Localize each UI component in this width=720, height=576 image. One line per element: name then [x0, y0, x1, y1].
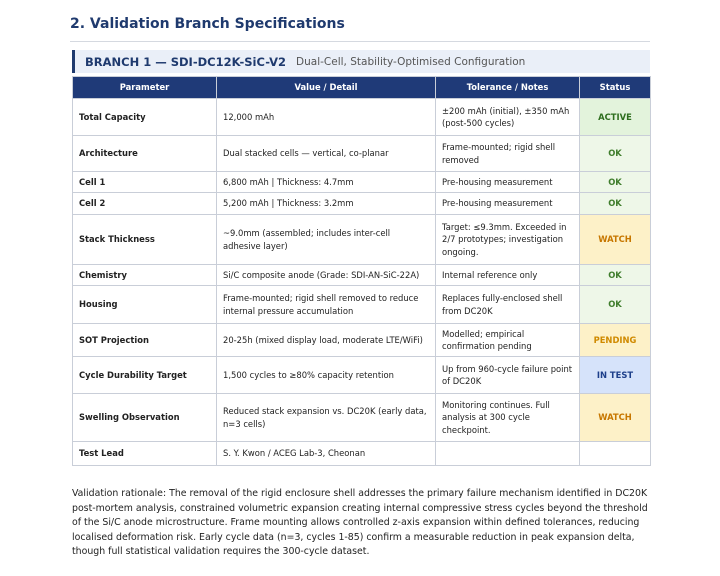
table-row: SOT Projection 20-25h (mixed display load…: [72, 323, 651, 357]
table-row: Architecture Dual stacked cells — vertica…: [72, 135, 651, 172]
notes-cell: Up from 960-cycle failure point of DC20K: [435, 356, 580, 394]
status-cell: OK: [579, 135, 651, 172]
parameter-cell: Cell 2: [72, 192, 217, 215]
status-cell: PENDING: [579, 323, 651, 357]
parameter-cell: Swelling Observation: [72, 393, 217, 442]
notes-cell: Pre-housing measurement: [435, 192, 580, 215]
parameter-cell: Cycle Durability Target: [72, 356, 217, 394]
parameter-cell: Stack Thickness: [72, 214, 217, 265]
parameter-cell: Cell 1: [72, 171, 217, 193]
status-cell: ACTIVE: [579, 98, 651, 136]
notes-cell: [435, 441, 580, 466]
parameter-cell: Housing: [72, 285, 217, 324]
parameter-cell: Test Lead: [72, 441, 217, 466]
notes-cell: Monitoring continues. Full analysis at 3…: [435, 393, 580, 442]
value-cell: 20-25h (mixed display load, moderate LTE…: [216, 323, 436, 357]
header-row: Parameter Value / Detail Tolerance / Notes…: [72, 76, 651, 99]
value-cell: ~9.0mm (assembled; includes inter-cell a…: [216, 214, 436, 265]
value-cell: Reduced stack expansion vs. DC20K (early…: [216, 393, 436, 442]
status-cell: IN TEST: [579, 356, 651, 394]
notes-cell: Target: ≤9.3mm. Exceeded in 2/7 prototyp…: [435, 214, 580, 265]
title-rule: [70, 41, 650, 42]
parameter-cell: SOT Projection: [72, 323, 217, 357]
notes-cell: Replaces fully-enclosed shell from DC20K: [435, 285, 580, 324]
notes-cell: Modelled; empirical confirmation pending: [435, 323, 580, 357]
table-row: Stack Thickness ~9.0mm (assembled; includ…: [72, 214, 651, 265]
status-cell: OK: [579, 171, 651, 193]
table-row: Housing Frame-mounted; rigid shell remove…: [72, 285, 651, 324]
parameter-cell: Architecture: [72, 135, 217, 172]
status-cell: OK: [579, 264, 651, 286]
notes-cell: Pre-housing measurement: [435, 171, 580, 193]
table-row: Swelling Observation Reduced stack expans…: [72, 393, 651, 442]
table-row: Cell 1 6,800 mAh | Thickness: 4.7mm Pre-ho…: [72, 171, 651, 193]
spec-table: Parameter Value / Detail Tolerance / Notes…: [72, 76, 651, 466]
value-cell: 12,000 mAh: [216, 98, 436, 136]
branch-label: BRANCH 1 — SDI-DC12K-SiC-V2: [85, 54, 287, 69]
status-cell: OK: [579, 192, 651, 215]
table-row: Cell 2 5,200 mAh | Thickness: 3.2mm Pre-ho…: [72, 192, 651, 215]
section-title: 2. Validation Branch Specifications: [70, 16, 345, 32]
rationale: Validation rationale: The removal of the…: [72, 488, 648, 558]
value-cell: 6,800 mAh | Thickness: 4.7mm: [216, 171, 436, 193]
parameter-cell: Chemistry: [72, 264, 217, 286]
column-header: Parameter: [72, 76, 217, 99]
value-cell: Si/C composite anode (Grade: SDI-AN-SiC-…: [216, 264, 436, 286]
value-cell: Dual stacked cells — vertical, co-planar: [216, 135, 436, 172]
status-cell: WATCH: [579, 393, 651, 442]
status-cell: WATCH: [579, 214, 651, 265]
parameter-cell: Total Capacity: [72, 98, 217, 136]
value-cell: Frame-mounted; rigid shell removed to re…: [216, 285, 436, 324]
table-row: Cycle Durability Target 1,500 cycles to ≥…: [72, 356, 651, 394]
status-cell: OK: [579, 285, 651, 324]
column-header: Tolerance / Notes: [435, 76, 580, 99]
status-cell: [579, 441, 651, 466]
branch-subtitle: Dual-Cell, Stability-Optimised Configura…: [296, 55, 526, 68]
table-row: Chemistry Si/C composite anode (Grade: SD…: [72, 264, 651, 286]
notes-cell: ±200 mAh (initial), ±350 mAh (post-500 c…: [435, 98, 580, 136]
branch-header: BRANCH 1 — SDI-DC12K-SiC-V2 Dual-Cell, S…: [72, 50, 650, 73]
notes-cell: Internal reference only: [435, 264, 580, 286]
value-cell: S. Y. Kwon / ACEG Lab-3, Cheonan: [216, 441, 436, 466]
column-header: Status: [579, 76, 651, 99]
value-cell: 5,200 mAh | Thickness: 3.2mm: [216, 192, 436, 215]
column-header: Value / Detail: [216, 76, 436, 99]
value-cell: 1,500 cycles to ≥80% capacity retention: [216, 356, 436, 394]
table-row: Total Capacity 12,000 mAh ±200 mAh (initia…: [72, 98, 651, 136]
notes-cell: Frame-mounted; rigid shell removed: [435, 135, 580, 172]
table-row: Test Lead S. Y. Kwon / ACEG Lab-3, Cheona…: [72, 441, 651, 466]
